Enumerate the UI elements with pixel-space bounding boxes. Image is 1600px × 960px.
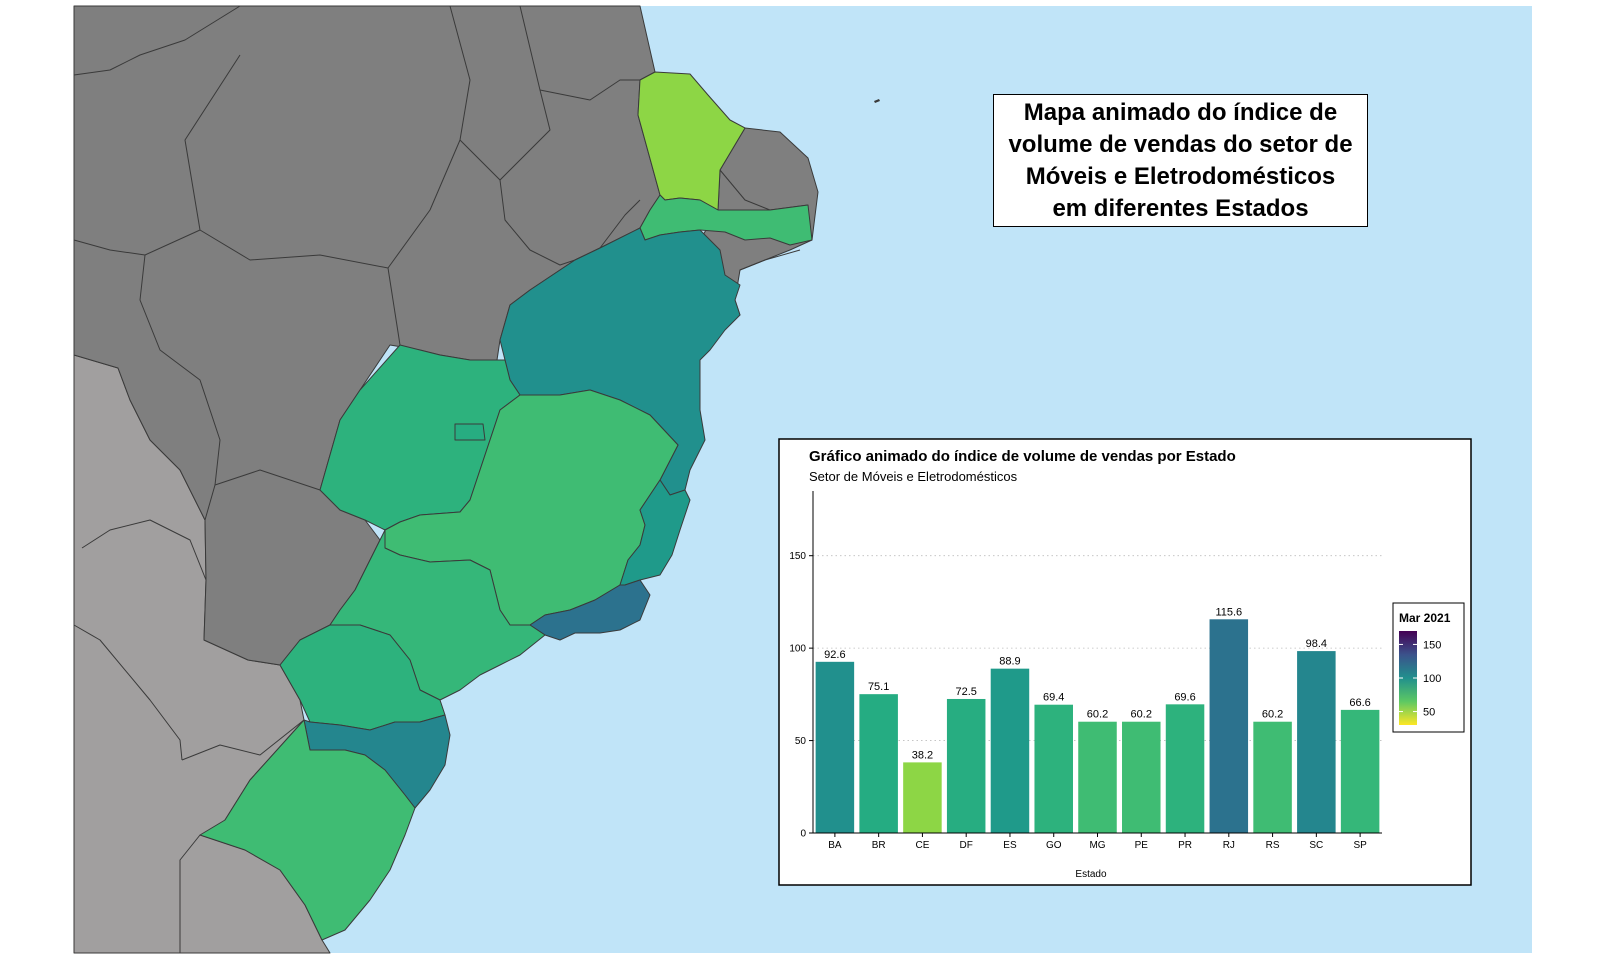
bar-value-label: 38.2 (912, 749, 933, 761)
bar-value-label: 75.1 (868, 681, 889, 693)
x-tick-label: BA (828, 840, 842, 851)
legend-colorbar (1399, 631, 1417, 725)
y-tick-label: 100 (789, 644, 806, 655)
bar-pr (1165, 704, 1205, 833)
neighbor-border-1 (73, 624, 183, 761)
island-dot (874, 99, 880, 103)
bar-ce (903, 762, 942, 833)
x-tick-label: GO (1046, 840, 1062, 851)
color-legend: Mar 2021 150 100 50 (1392, 602, 1465, 733)
y-tick-label: 50 (795, 736, 807, 747)
x-tick-label: SP (1353, 840, 1367, 851)
neighbor-border-3 (181, 719, 305, 761)
state-sp[interactable] (329, 529, 546, 701)
bar-sp (1340, 709, 1380, 833)
map-title-line-4: em diferentes Estados (1052, 194, 1309, 222)
map-title-line-2: volume de vendas do setor de (1008, 130, 1353, 158)
legend-tick-label: 100 (1423, 673, 1441, 685)
x-axis: BA BR CE DF ES GO MG PE PR RJ RS SC SP (813, 832, 1382, 851)
bar-value-label: 60.2 (1262, 709, 1283, 721)
bar-es (990, 668, 1030, 833)
bar-value-label: 60.2 (1131, 709, 1152, 721)
chart-subtitle: Setor de Móveis e Eletrodomésticos (809, 469, 1018, 484)
bar-value-label: 98.4 (1306, 638, 1327, 650)
chart-panel: Gráfico animado do índice de volume de v… (778, 438, 1472, 886)
x-tick-label: PR (1178, 840, 1192, 851)
bar-mg (1078, 721, 1117, 833)
bar-pe (1122, 721, 1161, 833)
state-rj[interactable] (529, 579, 651, 641)
x-tick-label: CE (915, 840, 929, 851)
bar-value-label: 72.5 (955, 686, 976, 698)
x-tick-label: MG (1089, 840, 1105, 851)
map-title-line-1: Mapa animado do índice de (1023, 98, 1338, 126)
y-tick-label: 150 (789, 551, 806, 562)
legend-tick-label: 50 (1423, 707, 1435, 719)
x-tick-label: SC (1309, 840, 1323, 851)
bar-ba (815, 661, 855, 833)
x-tick-label: PE (1135, 840, 1149, 851)
bar-value-labels: 92.6 75.1 38.2 72.5 88.9 69.4 60.2 60.2 69.6 115.… (824, 606, 1371, 761)
chart-title: Gráfico animado do índice de volume de v… (809, 448, 1236, 465)
bar-value-label: 69.4 (1043, 692, 1064, 704)
bar-go (1034, 704, 1073, 833)
bar-rs (1253, 721, 1292, 833)
neighbor-border-2 (81, 519, 207, 581)
state-ba[interactable] (499, 227, 741, 496)
bar-value-label: 88.9 (999, 656, 1020, 668)
bar-value-label: 92.6 (824, 649, 845, 661)
x-axis-label: Estado (1075, 869, 1107, 880)
bar-value-label: 115.6 (1215, 606, 1242, 618)
map-title-line-3: Móveis e Eletrodomésticos (1025, 162, 1336, 190)
x-tick-label: ES (1003, 840, 1017, 851)
x-tick-label: RJ (1223, 840, 1235, 851)
x-tick-label: BR (872, 840, 886, 851)
bar-value-label: 66.6 (1349, 697, 1370, 709)
bar-rj (1209, 619, 1249, 833)
legend-title: Mar 2021 (1399, 611, 1451, 625)
x-tick-label: RS (1266, 840, 1280, 851)
legend-ticks: 150 100 50 (1399, 639, 1441, 719)
bar-value-label: 69.6 (1174, 691, 1195, 703)
y-tick-label: 0 (800, 829, 806, 840)
bars (815, 619, 1380, 833)
bar-sc (1297, 651, 1336, 833)
x-tick-label: DF (960, 840, 973, 851)
y-axis: 0 50 100 150 (789, 491, 814, 840)
bar-br (859, 694, 898, 833)
bar-df (946, 698, 986, 833)
bar-value-label: 60.2 (1087, 709, 1108, 721)
legend-tick-label: 150 (1423, 639, 1441, 651)
map-title-box: Mapa animado do índice de volume de vend… (993, 94, 1368, 227)
state-rs[interactable] (199, 719, 416, 941)
state-df[interactable] (454, 423, 486, 441)
